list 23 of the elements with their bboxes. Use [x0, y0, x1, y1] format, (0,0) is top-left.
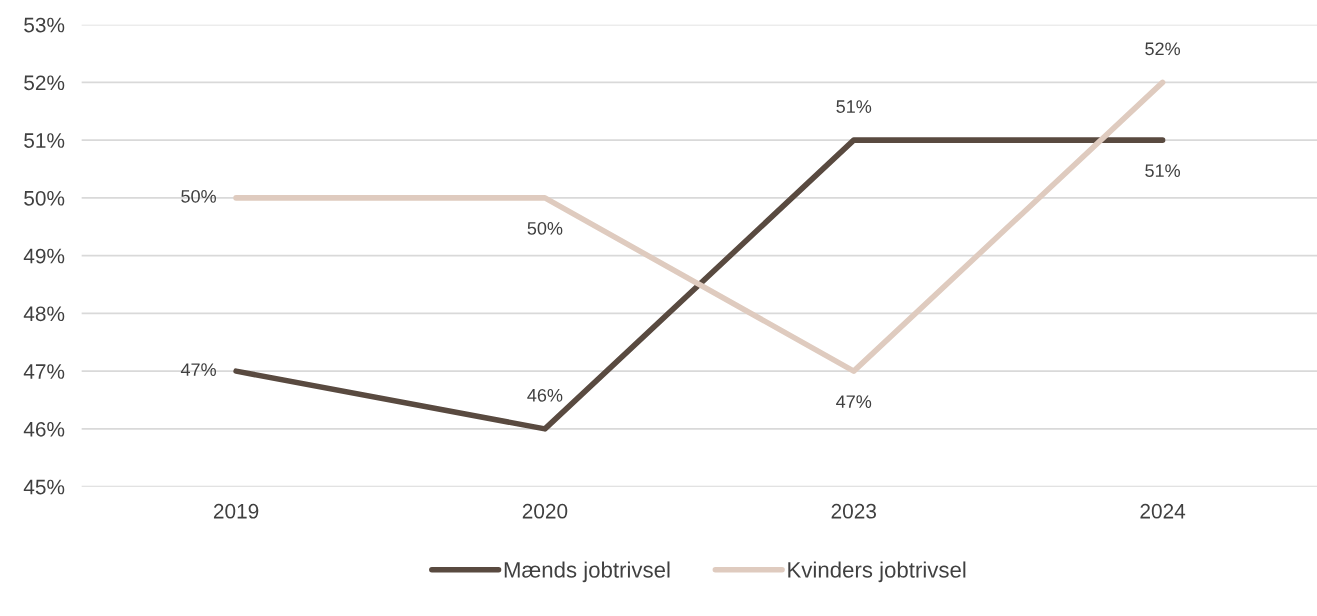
data-label: 52%	[1145, 42, 1181, 56]
y-tick-label: 46%	[23, 421, 65, 437]
x-tick-label: 2023	[831, 503, 876, 519]
x-tick-label: 2019	[213, 503, 259, 519]
legend-label: Kvinders jobtrivsel	[788, 561, 966, 583]
x-tick-label: 2020	[522, 503, 568, 519]
data-label: 51%	[836, 100, 872, 113]
legend-label: Mænds jobtrivsel	[504, 561, 670, 583]
y-tick-label: 47%	[23, 364, 65, 379]
data-label: 50%	[527, 221, 563, 235]
x-tick-label: 2024	[1140, 503, 1186, 519]
y-tick-label: 48%	[23, 306, 65, 322]
y-tick-label: 50%	[24, 190, 65, 206]
y-tick-label: 53%	[24, 17, 65, 33]
y-tick-label: 51%	[24, 133, 65, 148]
y-tick-label: 52%	[24, 75, 65, 91]
data-label: 51%	[1145, 164, 1181, 178]
y-tick-label: 45%	[23, 479, 65, 495]
y-tick-label: 49%	[23, 248, 65, 264]
data-label: 46%	[527, 388, 563, 402]
data-label: 47%	[180, 363, 216, 376]
data-label: 47%	[836, 395, 872, 408]
data-label: 50%	[181, 189, 216, 203]
